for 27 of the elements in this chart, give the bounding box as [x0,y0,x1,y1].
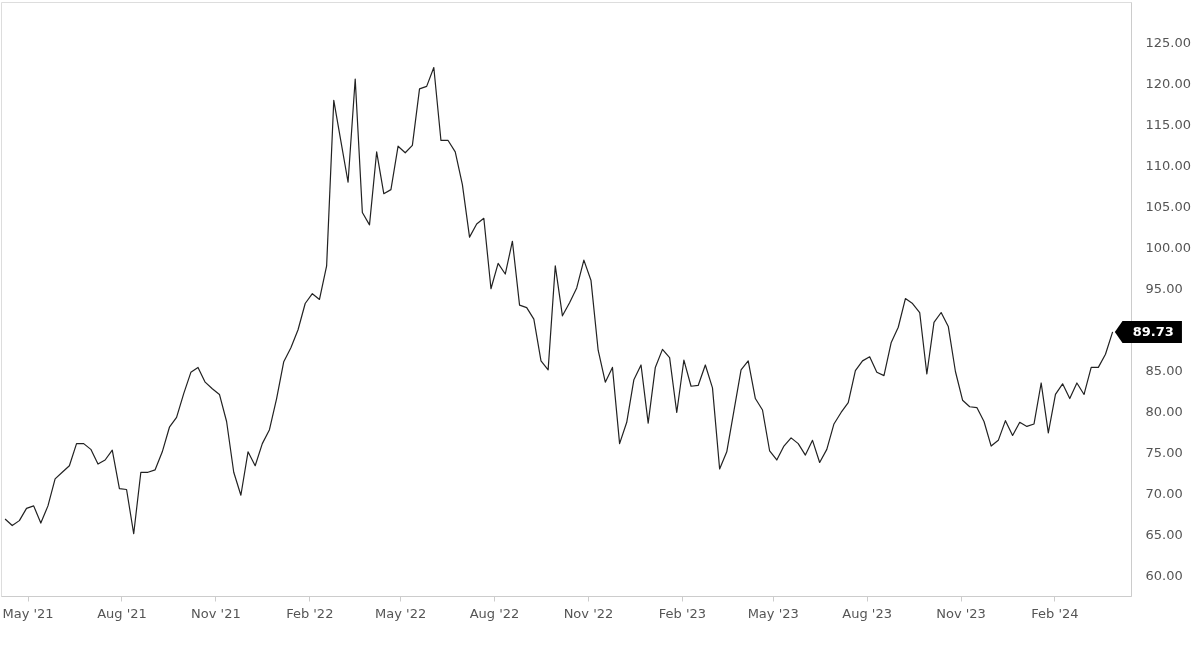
y-tick-label: 115.00 [1145,117,1191,133]
y-tick-label: 70.00 [1145,486,1183,502]
y-tick-label: 125.00 [1145,35,1191,51]
x-tick-label: Aug '22 [469,605,520,621]
line-series [4,66,1114,535]
x-tick-label: Aug '21 [97,605,147,621]
y-tick-label: 85.00 [1145,363,1183,379]
x-tick-label: Nov '23 [936,605,986,621]
y-tick-label: 65.00 [1145,527,1183,543]
y-tick-label: 60.00 [1145,568,1183,584]
y-tick-label: 100.00 [1145,240,1191,256]
y-tick-label: 110.00 [1145,158,1191,174]
y-tick-label: 95.00 [1145,281,1183,297]
x-tick-label: Feb '23 [658,605,706,621]
x-tick-label: Feb '24 [1031,605,1079,621]
y-tick-label: 75.00 [1145,445,1183,461]
x-tick-label: May '23 [747,605,799,621]
x-tick-label: Feb '22 [286,605,334,621]
x-tick-label: Nov '21 [191,605,241,621]
y-tick-label: 120.00 [1145,76,1191,92]
y-tick-label: 80.00 [1145,404,1183,420]
x-tick-label: Nov '22 [563,605,614,621]
annotation: 89.73 [1132,323,1174,339]
x-tick-label: May '22 [375,605,427,621]
x-tick-label: May '21 [2,605,54,621]
x-tick-label: Aug '23 [842,605,892,621]
y-tick-label: 105.00 [1145,199,1191,215]
